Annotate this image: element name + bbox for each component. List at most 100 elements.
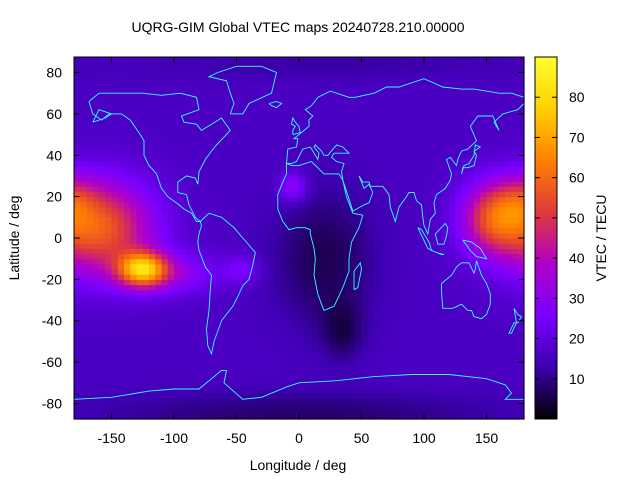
heatmap-cell (199, 222, 206, 229)
heatmap-cell (317, 325, 325, 332)
heatmap-cell (111, 191, 119, 198)
heatmap-cell (392, 144, 400, 151)
heatmap-cell (286, 129, 294, 136)
heatmap-cell (486, 351, 494, 358)
heatmap-cell (361, 294, 369, 301)
heatmap-cell (311, 310, 319, 317)
heatmap-cell (224, 258, 231, 265)
heatmap-cell (324, 387, 331, 394)
heatmap-cell (449, 82, 456, 89)
heatmap-cell (161, 217, 169, 224)
heatmap-cell (405, 289, 413, 296)
heatmap-cell (455, 387, 463, 394)
heatmap-cell (149, 165, 156, 172)
heatmap-cell (211, 72, 219, 79)
heatmap-cell (336, 155, 344, 162)
heatmap-cell (211, 160, 219, 167)
heatmap-cell (86, 238, 94, 244)
heatmap-cell (105, 269, 113, 275)
heatmap-cell (186, 284, 194, 291)
heatmap-cell (86, 227, 94, 234)
heatmap-cell (80, 294, 88, 301)
heatmap-cell (405, 206, 413, 213)
heatmap-cell (280, 72, 288, 79)
heatmap-cell (305, 57, 313, 63)
heatmap-cell (361, 181, 369, 187)
heatmap-cell (417, 320, 425, 327)
heatmap-cell (167, 331, 175, 337)
heatmap-cell (392, 336, 400, 343)
heatmap-cell (236, 196, 244, 203)
heatmap-cell (461, 186, 469, 193)
heatmap-cell (261, 108, 269, 115)
heatmap-cell (492, 212, 500, 218)
heatmap-cell (436, 372, 444, 379)
heatmap-cell (361, 320, 369, 327)
heatmap-cell (280, 186, 288, 193)
heatmap-cell (411, 129, 419, 136)
heatmap-cell (505, 82, 513, 89)
heatmap-cell (467, 139, 475, 146)
heatmap-cell (124, 160, 131, 167)
heatmap-cell (136, 325, 144, 332)
heatmap-cell (99, 227, 106, 234)
heatmap-cell (286, 170, 294, 177)
heatmap-cell (205, 325, 213, 332)
heatmap-cell (136, 160, 144, 167)
heatmap-cell (180, 124, 188, 130)
heatmap-cell (442, 144, 450, 151)
heatmap-cell (236, 186, 244, 193)
heatmap-cell (74, 67, 81, 74)
heatmap-cell (330, 129, 338, 136)
heatmap-cell (92, 269, 100, 275)
heatmap-cell (180, 206, 188, 213)
heatmap-cell (111, 253, 119, 260)
heatmap-cell (280, 108, 288, 115)
heatmap-cell (349, 377, 356, 384)
heatmap-cell (405, 367, 413, 374)
heatmap-cell (211, 232, 219, 239)
heatmap-cell (505, 108, 513, 115)
heatmap-cell (399, 88, 406, 94)
heatmap-cell (374, 331, 381, 337)
heatmap-cell (474, 356, 481, 363)
heatmap-cell (230, 155, 238, 162)
heatmap-cell (142, 139, 150, 146)
heatmap-cell (274, 274, 281, 280)
heatmap-cell (474, 284, 481, 291)
heatmap-cell (355, 263, 363, 270)
heatmap-cell (136, 382, 144, 389)
heatmap-cell (92, 191, 100, 198)
heatmap-cell (511, 294, 519, 301)
heatmap-cell (92, 325, 100, 332)
heatmap-cell (155, 129, 163, 136)
heatmap-cell (349, 119, 356, 125)
heatmap-cell (80, 108, 88, 115)
heatmap-cell (317, 403, 325, 410)
heatmap-cell (105, 398, 113, 405)
heatmap-cell (417, 351, 425, 358)
heatmap-cell (74, 382, 81, 389)
heatmap-cell (255, 72, 263, 79)
heatmap-cell (417, 227, 425, 234)
heatmap-cell (124, 310, 131, 317)
heatmap-cell (467, 393, 475, 399)
heatmap-cell (517, 351, 525, 358)
heatmap-cell (230, 165, 238, 172)
heatmap-cell (224, 336, 231, 343)
heatmap-cell (492, 346, 500, 353)
heatmap-cell (174, 408, 181, 415)
heatmap-cell (417, 103, 425, 110)
heatmap-cell (355, 175, 363, 182)
heatmap-cell (111, 356, 119, 363)
heatmap-cell (80, 382, 88, 389)
heatmap-cell (305, 175, 313, 182)
heatmap-cell (499, 175, 506, 182)
heatmap-cell (86, 170, 94, 177)
heatmap-cell (330, 289, 338, 296)
heatmap-cell (317, 387, 325, 394)
heatmap-cell (180, 232, 188, 239)
heatmap-cell (492, 175, 500, 182)
heatmap-cell (149, 212, 156, 218)
